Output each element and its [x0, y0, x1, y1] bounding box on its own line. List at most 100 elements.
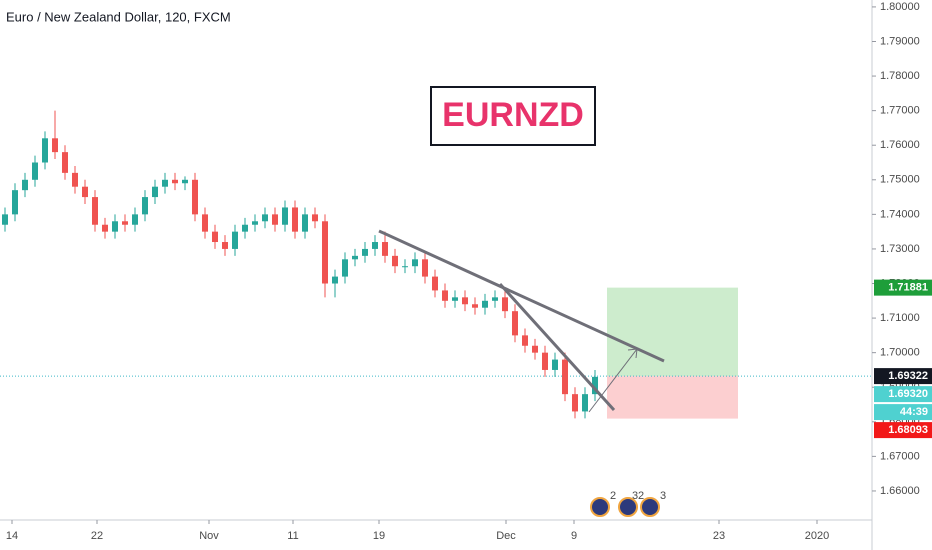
candle-body [472, 304, 478, 308]
x-tick-label: 14 [6, 530, 18, 542]
candle-body [202, 214, 208, 232]
candle-body [352, 255, 358, 260]
arrow [588, 348, 638, 413]
candle-body [112, 221, 118, 232]
price-label: 44:39 [900, 406, 928, 418]
chart-title: Euro / New Zealand Dollar, 120, FXCM [6, 9, 231, 24]
candle-body [582, 394, 588, 412]
price-label: 1.69320 [888, 388, 928, 400]
candle-body [462, 297, 468, 305]
candle-body [572, 394, 578, 412]
y-tick-label: 1.73000 [880, 243, 920, 255]
candle-body [422, 259, 428, 277]
candle-body [242, 224, 248, 232]
candle-body [482, 300, 488, 308]
y-tick-label: 1.80000 [880, 1, 920, 13]
candle-body [32, 162, 38, 180]
candle-body [72, 172, 78, 187]
candle-body [392, 255, 398, 267]
candle-body [292, 207, 298, 232]
candle-body [542, 352, 548, 370]
candle-body [192, 179, 198, 215]
candle-body [52, 138, 58, 153]
stop-zone [607, 376, 738, 419]
candle-body [122, 221, 128, 225]
y-tick-label: 1.76000 [880, 139, 920, 151]
arrow-head [627, 348, 638, 359]
target-zone [607, 287, 738, 377]
price-label-bg [874, 386, 932, 403]
y-tick-label: 1.77000 [880, 105, 920, 117]
price-label: 1.68093 [888, 424, 928, 436]
candle-body [152, 186, 158, 198]
candle-body [262, 214, 268, 222]
candle-body [532, 345, 538, 353]
y-tick-label: 1.74000 [880, 208, 920, 220]
candle-body [432, 276, 438, 291]
price-label-bg [874, 368, 932, 385]
candle-body [342, 259, 348, 277]
candle-body [182, 179, 188, 184]
candle-body [12, 190, 18, 215]
x-tick-label: Nov [199, 530, 219, 542]
candle-body [512, 311, 518, 336]
candle-body [562, 359, 568, 395]
candle-body [492, 297, 498, 301]
x-tick-label: 19 [373, 530, 385, 542]
candle-body [592, 376, 598, 395]
candle-body [272, 214, 278, 225]
candle-body [402, 266, 408, 268]
candle-body [452, 297, 458, 301]
trend-line [498, 282, 616, 412]
candle-body [82, 186, 88, 198]
event-count: 2 [638, 490, 644, 502]
event-count: 3 [660, 490, 666, 502]
x-tick-label: Dec [496, 530, 516, 542]
price-label: 1.69322 [888, 370, 928, 382]
candle-body [132, 214, 138, 225]
candle-body [312, 214, 318, 222]
y-tick-label: 1.78000 [880, 70, 920, 82]
candle-body [412, 259, 418, 267]
y-tick-label: 1.79000 [880, 35, 920, 47]
candle-body [362, 248, 368, 256]
x-tick-label: 9 [571, 530, 577, 542]
x-tick-label: 22 [91, 530, 103, 542]
event-count: 2 [610, 490, 616, 502]
candle-body [302, 214, 308, 232]
trend-line [378, 229, 665, 363]
x-tick-label: 23 [713, 530, 725, 542]
candle-body [142, 197, 148, 215]
candle-body [1, 214, 8, 225]
candle-body [372, 242, 378, 249]
candle-body [322, 221, 328, 284]
price-label: 1.71881 [888, 282, 928, 294]
candle-body [102, 224, 108, 232]
candle-body [502, 297, 508, 312]
candle-body [282, 207, 288, 225]
candle-body [22, 179, 28, 191]
candle-body [382, 242, 388, 256]
event-icon [640, 497, 660, 517]
annotation: EURNZD [442, 96, 584, 134]
candle-body [522, 335, 528, 346]
event-icon [618, 497, 638, 517]
y-tick-label: 1.67000 [880, 450, 920, 462]
price-label-bg [874, 279, 932, 296]
candle-body [92, 197, 98, 225]
price-label-bg [874, 404, 932, 421]
y-tick-label: 1.75000 [880, 174, 920, 186]
y-tick-label: 1.71000 [880, 312, 920, 324]
candle-body [162, 179, 168, 187]
candle-body [212, 231, 218, 243]
x-tick-label: 2020 [805, 530, 829, 542]
candle-body [552, 359, 558, 370]
annotation-box [430, 86, 596, 146]
candle-body [442, 290, 448, 301]
candle-body [62, 152, 68, 173]
event-icon [590, 497, 610, 517]
y-tick-label: 1.70000 [880, 347, 920, 359]
candle-body [252, 221, 258, 225]
